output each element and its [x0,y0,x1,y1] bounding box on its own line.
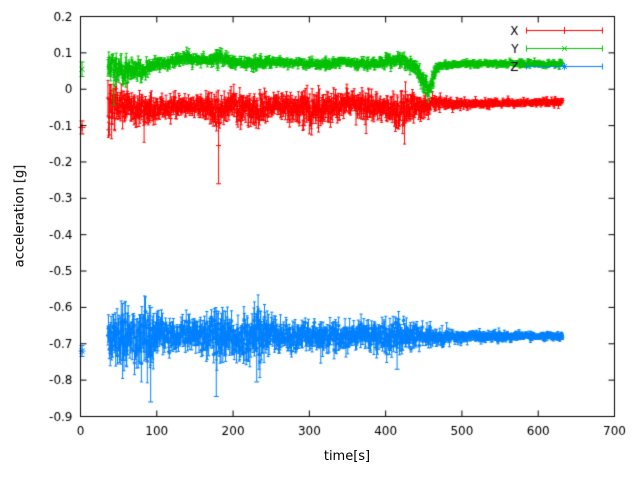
y-axis-title: acceleration [g] [12,164,28,268]
x-axis-title: time[s] [323,449,371,464]
